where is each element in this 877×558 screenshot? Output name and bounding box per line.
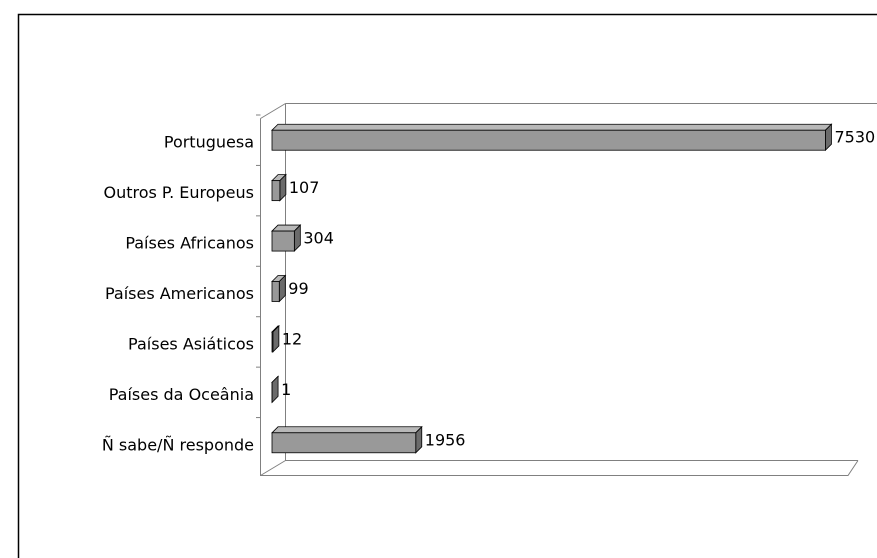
- bar: [271, 331, 274, 353]
- bar: [271, 432, 417, 454]
- bar: [271, 230, 295, 252]
- y-tick-label: Países Americanos: [105, 284, 254, 303]
- value-label: 107: [289, 178, 320, 197]
- plot-walls: [260, 103, 877, 476]
- bar-top: [271, 426, 423, 434]
- chart-frame: [17, 13, 877, 558]
- y-tick-label: Outros P. Europeus: [103, 183, 254, 202]
- value-label: 1: [281, 380, 291, 399]
- value-label: 1956: [425, 430, 466, 449]
- y-tick-label: Países da Oceânia: [109, 385, 254, 404]
- y-tick-label: Países Africanos: [125, 234, 254, 253]
- y-tick-label: Portuguesa: [164, 133, 254, 152]
- value-label: 99: [288, 279, 308, 298]
- bar: [271, 281, 280, 302]
- bar: [271, 180, 281, 202]
- bar: [271, 129, 826, 151]
- y-tick-label: Ñ sabe/Ñ responde: [102, 435, 254, 454]
- value-label: 12: [282, 329, 302, 348]
- y-tick-label: Países Asiáticos: [128, 334, 254, 353]
- value-label: 7530: [834, 128, 875, 147]
- value-label: 304: [303, 229, 334, 248]
- bar-top: [271, 123, 833, 131]
